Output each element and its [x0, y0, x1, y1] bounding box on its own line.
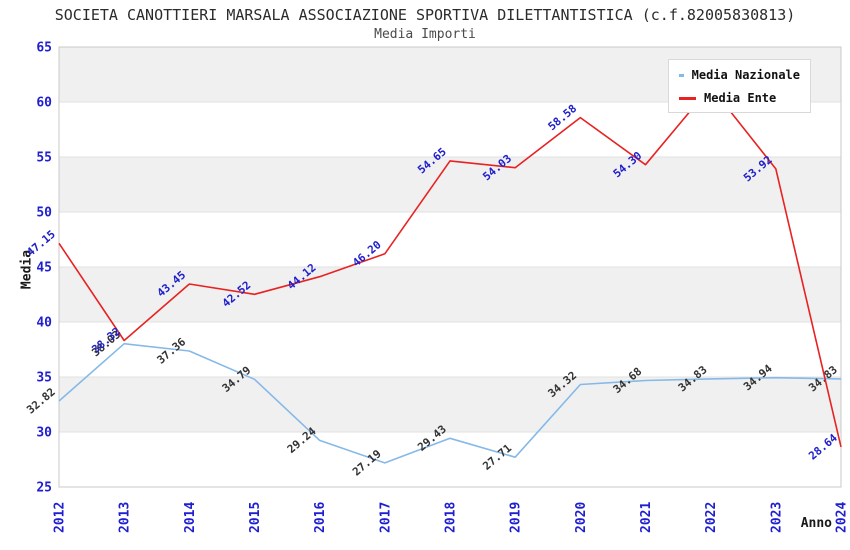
legend: Media Nazionale Media Ente — [668, 59, 811, 113]
y-tick-label: 65 — [36, 41, 52, 56]
x-tick-label: 2023 — [769, 502, 784, 533]
y-tick-label: 50 — [36, 206, 52, 221]
plot-band — [59, 157, 841, 212]
legend-swatch-media-ente — [679, 96, 696, 100]
plot-band — [59, 377, 841, 432]
y-tick-label: 60 — [36, 96, 52, 111]
x-axis-title: Anno — [800, 516, 832, 531]
series-line-media-nazionale — [58, 342, 842, 464]
x-tick-label: 2018 — [444, 502, 459, 533]
x-tick-label: 2017 — [378, 502, 393, 533]
y-tick-label: 45 — [36, 261, 52, 276]
data-point-label: 28.64 — [806, 431, 840, 462]
x-tick-label: 2024 — [835, 502, 850, 533]
chart-subtitle: Media Importi — [374, 27, 476, 42]
y-tick-label: 30 — [36, 426, 52, 441]
x-tick-label: 2022 — [704, 502, 719, 533]
data-point-label: 58.58 — [546, 102, 580, 133]
y-tick-label: 35 — [36, 371, 52, 386]
legend-swatch-media-nazionale — [679, 73, 684, 77]
plot-border — [58, 46, 842, 488]
x-tick-label: 2020 — [574, 502, 589, 533]
y-tick-label: 25 — [36, 481, 52, 496]
x-tick-label: 2021 — [639, 502, 654, 533]
chart-title: SOCIETA CANOTTIERI MARSALA ASSOCIAZIONE … — [54, 6, 796, 24]
plot-band — [59, 267, 841, 322]
y-tick-label: 55 — [36, 151, 52, 166]
x-tick-label: 2015 — [248, 502, 263, 533]
x-tick-label: 2019 — [509, 502, 524, 533]
data-point-label: 27.71 — [480, 441, 514, 472]
legend-label: Media Nazionale — [691, 68, 800, 82]
x-tick-label: 2013 — [118, 502, 133, 533]
x-tick-label: 2012 — [53, 502, 68, 533]
data-point-label: 46.20 — [350, 238, 384, 269]
legend-item-media-ente[interactable]: Media Ente — [679, 91, 800, 105]
x-tick-label: 2014 — [183, 502, 198, 533]
legend-item-media-nazionale[interactable]: Media Nazionale — [679, 68, 800, 82]
x-tick-label: 2016 — [313, 502, 328, 533]
legend-label: Media Ente — [704, 91, 777, 105]
y-tick-label: 40 — [36, 316, 52, 331]
data-point-label: 47.15 — [24, 228, 58, 259]
data-point-label: 32.82 — [24, 385, 58, 416]
